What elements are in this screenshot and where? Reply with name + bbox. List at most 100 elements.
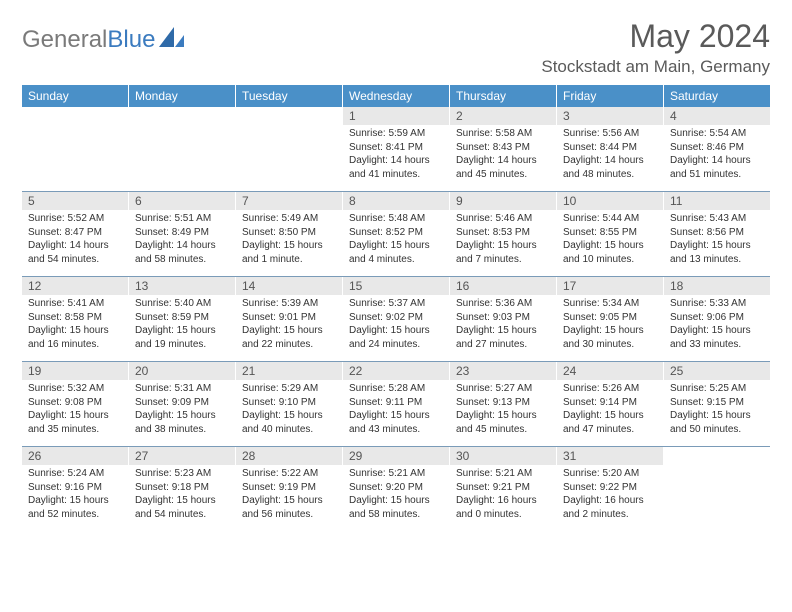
- day-line-d2: and 45 minutes.: [456, 168, 550, 182]
- day-line-sunset: Sunset: 9:19 PM: [242, 481, 336, 495]
- day-line-d1: Daylight: 15 hours: [670, 324, 764, 338]
- day-line-d2: and 43 minutes.: [349, 423, 443, 437]
- title-block: May 2024 Stockstadt am Main, Germany: [541, 18, 770, 77]
- day-number: 14: [236, 277, 342, 295]
- day-number: 9: [450, 192, 556, 210]
- day-line-d2: and 16 minutes.: [28, 338, 122, 352]
- day-line-sunset: Sunset: 9:11 PM: [349, 396, 443, 410]
- day-content: Sunrise: 5:26 AMSunset: 9:14 PMDaylight:…: [557, 380, 663, 440]
- calendar-weeks: 1Sunrise: 5:59 AMSunset: 8:41 PMDaylight…: [22, 107, 770, 531]
- day-cell: 28Sunrise: 5:22 AMSunset: 9:19 PMDayligh…: [236, 447, 343, 531]
- day-cell: 27Sunrise: 5:23 AMSunset: 9:18 PMDayligh…: [129, 447, 236, 531]
- day-line-d2: and 54 minutes.: [135, 508, 229, 522]
- day-line-sunrise: Sunrise: 5:43 AM: [670, 212, 764, 226]
- week-row: 1Sunrise: 5:59 AMSunset: 8:41 PMDaylight…: [22, 107, 770, 191]
- day-line-d1: Daylight: 15 hours: [242, 409, 336, 423]
- day-line-sunrise: Sunrise: 5:37 AM: [349, 297, 443, 311]
- day-number: 3: [557, 107, 663, 125]
- day-line-d2: and 51 minutes.: [670, 168, 764, 182]
- day-line-sunset: Sunset: 9:08 PM: [28, 396, 122, 410]
- day-number: 5: [22, 192, 128, 210]
- day-number: 25: [664, 362, 770, 380]
- week-row: 12Sunrise: 5:41 AMSunset: 8:58 PMDayligh…: [22, 276, 770, 361]
- day-cell: 10Sunrise: 5:44 AMSunset: 8:55 PMDayligh…: [557, 192, 664, 276]
- day-line-sunset: Sunset: 9:03 PM: [456, 311, 550, 325]
- day-number: 18: [664, 277, 770, 295]
- day-cell: 5Sunrise: 5:52 AMSunset: 8:47 PMDaylight…: [22, 192, 129, 276]
- day-line-d2: and 33 minutes.: [670, 338, 764, 352]
- day-line-d1: Daylight: 15 hours: [670, 239, 764, 253]
- day-cell: 8Sunrise: 5:48 AMSunset: 8:52 PMDaylight…: [343, 192, 450, 276]
- day-line-d1: Daylight: 14 hours: [563, 154, 657, 168]
- day-cell: 11Sunrise: 5:43 AMSunset: 8:56 PMDayligh…: [664, 192, 770, 276]
- day-content: Sunrise: 5:36 AMSunset: 9:03 PMDaylight:…: [450, 295, 556, 355]
- week-row: 26Sunrise: 5:24 AMSunset: 9:16 PMDayligh…: [22, 446, 770, 531]
- day-number: 7: [236, 192, 342, 210]
- day-line-d2: and 24 minutes.: [349, 338, 443, 352]
- day-line-sunset: Sunset: 8:43 PM: [456, 141, 550, 155]
- day-line-sunset: Sunset: 8:55 PM: [563, 226, 657, 240]
- day-line-d2: and 52 minutes.: [28, 508, 122, 522]
- day-line-d2: and 30 minutes.: [563, 338, 657, 352]
- day-line-sunset: Sunset: 9:13 PM: [456, 396, 550, 410]
- day-content: Sunrise: 5:24 AMSunset: 9:16 PMDaylight:…: [22, 465, 128, 525]
- day-line-d1: Daylight: 15 hours: [28, 409, 122, 423]
- day-number: 22: [343, 362, 449, 380]
- day-content: Sunrise: 5:21 AMSunset: 9:20 PMDaylight:…: [343, 465, 449, 525]
- logo-sail-icon: [159, 27, 185, 49]
- week-row: 19Sunrise: 5:32 AMSunset: 9:08 PMDayligh…: [22, 361, 770, 446]
- day-cell: 24Sunrise: 5:26 AMSunset: 9:14 PMDayligh…: [557, 362, 664, 446]
- day-line-sunset: Sunset: 9:06 PM: [670, 311, 764, 325]
- day-number: 6: [129, 192, 235, 210]
- day-number: 26: [22, 447, 128, 465]
- day-line-sunset: Sunset: 8:59 PM: [135, 311, 229, 325]
- day-number-empty: [129, 107, 235, 125]
- day-number: 12: [22, 277, 128, 295]
- day-content: Sunrise: 5:28 AMSunset: 9:11 PMDaylight:…: [343, 380, 449, 440]
- day-line-sunrise: Sunrise: 5:58 AM: [456, 127, 550, 141]
- day-line-sunset: Sunset: 8:56 PM: [670, 226, 764, 240]
- day-line-d1: Daylight: 15 hours: [563, 239, 657, 253]
- day-number: 1: [343, 107, 449, 125]
- day-number: 30: [450, 447, 556, 465]
- day-line-d2: and 19 minutes.: [135, 338, 229, 352]
- day-line-d2: and 38 minutes.: [135, 423, 229, 437]
- day-line-d2: and 58 minutes.: [135, 253, 229, 267]
- day-line-sunset: Sunset: 9:21 PM: [456, 481, 550, 495]
- day-line-d2: and 35 minutes.: [28, 423, 122, 437]
- day-number: 20: [129, 362, 235, 380]
- day-line-d1: Daylight: 14 hours: [456, 154, 550, 168]
- day-line-d1: Daylight: 15 hours: [242, 324, 336, 338]
- day-cell: [22, 107, 129, 191]
- day-content: Sunrise: 5:22 AMSunset: 9:19 PMDaylight:…: [236, 465, 342, 525]
- day-line-sunset: Sunset: 9:01 PM: [242, 311, 336, 325]
- header: GeneralBlue May 2024 Stockstadt am Main,…: [22, 18, 770, 77]
- day-number: 16: [450, 277, 556, 295]
- day-line-d1: Daylight: 15 hours: [670, 409, 764, 423]
- day-content: Sunrise: 5:44 AMSunset: 8:55 PMDaylight:…: [557, 210, 663, 270]
- day-line-d1: Daylight: 15 hours: [135, 494, 229, 508]
- day-line-sunset: Sunset: 8:58 PM: [28, 311, 122, 325]
- day-number: 19: [22, 362, 128, 380]
- day-number: 8: [343, 192, 449, 210]
- day-line-d2: and 54 minutes.: [28, 253, 122, 267]
- day-number: 17: [557, 277, 663, 295]
- day-line-sunset: Sunset: 9:02 PM: [349, 311, 443, 325]
- day-line-sunrise: Sunrise: 5:52 AM: [28, 212, 122, 226]
- day-line-d2: and 13 minutes.: [670, 253, 764, 267]
- day-line-sunrise: Sunrise: 5:20 AM: [563, 467, 657, 481]
- day-cell: 1Sunrise: 5:59 AMSunset: 8:41 PMDaylight…: [343, 107, 450, 191]
- day-cell: 21Sunrise: 5:29 AMSunset: 9:10 PMDayligh…: [236, 362, 343, 446]
- day-line-d2: and 27 minutes.: [456, 338, 550, 352]
- day-line-sunrise: Sunrise: 5:48 AM: [349, 212, 443, 226]
- day-line-d1: Daylight: 16 hours: [456, 494, 550, 508]
- day-cell: 12Sunrise: 5:41 AMSunset: 8:58 PMDayligh…: [22, 277, 129, 361]
- day-line-sunrise: Sunrise: 5:24 AM: [28, 467, 122, 481]
- day-line-sunrise: Sunrise: 5:46 AM: [456, 212, 550, 226]
- day-number: 13: [129, 277, 235, 295]
- day-line-sunrise: Sunrise: 5:54 AM: [670, 127, 764, 141]
- day-line-sunset: Sunset: 9:22 PM: [563, 481, 657, 495]
- day-content: Sunrise: 5:32 AMSunset: 9:08 PMDaylight:…: [22, 380, 128, 440]
- day-line-sunrise: Sunrise: 5:32 AM: [28, 382, 122, 396]
- day-content: Sunrise: 5:37 AMSunset: 9:02 PMDaylight:…: [343, 295, 449, 355]
